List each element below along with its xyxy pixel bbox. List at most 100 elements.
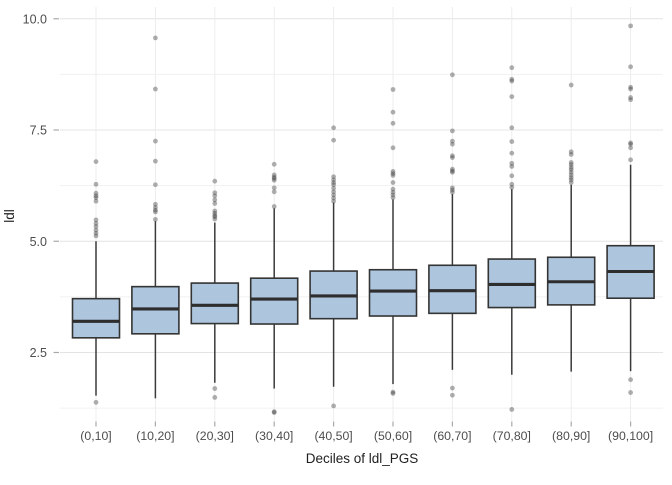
- outlier-point: [331, 182, 336, 188]
- y-tick-label: 10.0: [23, 12, 47, 26]
- outlier-point: [450, 385, 455, 391]
- outlier-point: [271, 174, 277, 180]
- outlier-point: [153, 158, 158, 164]
- outlier-point: [509, 181, 515, 187]
- outlier-point: [509, 65, 515, 71]
- outlier-point: [153, 209, 158, 215]
- outlier-point: [450, 128, 455, 134]
- outlier-point: [93, 399, 99, 405]
- x-axis-title: Deciles of ldl_PGS: [306, 451, 419, 466]
- outlier-point: [568, 162, 574, 168]
- outlier-point: [212, 386, 218, 391]
- outlier-point: [450, 155, 455, 160]
- outlier-point: [450, 141, 455, 147]
- outlier-point: [331, 195, 336, 201]
- outlier-point: [628, 23, 633, 29]
- outlier-point: [628, 64, 633, 70]
- outlier-point: [509, 78, 515, 84]
- outlier-point: [271, 177, 277, 183]
- outlier-point: [509, 94, 515, 100]
- outlier-point: [390, 389, 396, 395]
- outlier-point: [509, 185, 515, 190]
- outlier-point: [93, 190, 99, 196]
- outlier-point: [212, 395, 218, 400]
- outlier-point: [390, 171, 396, 177]
- x-tick-label: (50,60]: [374, 429, 412, 443]
- outlier-point: [93, 230, 99, 236]
- outlier-point: [568, 177, 574, 183]
- outlier-point: [568, 160, 574, 165]
- outlier-point: [450, 392, 455, 398]
- outlier-point: [271, 410, 277, 415]
- outlier-point: [212, 178, 218, 184]
- outlier-point: [568, 164, 574, 170]
- x-tick-label: (0,10]: [80, 429, 111, 443]
- outlier-point: [271, 409, 277, 415]
- outlier-point: [93, 224, 99, 229]
- outlier-point: [331, 189, 336, 195]
- outlier-point: [628, 95, 633, 100]
- outlier-point: [390, 189, 396, 195]
- outlier-point: [628, 145, 633, 151]
- outlier-point: [568, 172, 574, 178]
- outlier-point: [212, 208, 218, 214]
- x-tick-label: (80,90]: [552, 429, 590, 443]
- x-tick-label: (60,70]: [433, 429, 471, 443]
- outlier-point: [93, 159, 99, 164]
- outlier-point: [509, 125, 515, 131]
- outlier-point: [212, 216, 218, 222]
- outlier-point: [271, 161, 277, 167]
- outlier-point: [390, 180, 396, 185]
- outlier-point: [509, 150, 515, 156]
- x-tick-label: (70,80]: [493, 429, 531, 443]
- outlier-point: [331, 125, 336, 131]
- outlier-point: [450, 185, 455, 191]
- outlier-point: [271, 176, 277, 181]
- outlier-point: [153, 182, 158, 188]
- outlier-point: [390, 168, 396, 174]
- outlier-point: [509, 173, 515, 179]
- outlier-point: [271, 172, 277, 178]
- outlier-point: [93, 221, 99, 226]
- outlier-point: [568, 82, 574, 88]
- box: [368, 268, 418, 317]
- outlier-point: [153, 205, 158, 210]
- outlier-point: [390, 120, 396, 126]
- outlier-point: [450, 138, 455, 144]
- outlier-point: [628, 157, 633, 163]
- outlier-point: [628, 97, 633, 103]
- outlier-point: [212, 210, 218, 216]
- outlier-point: [509, 160, 515, 166]
- outlier-point: [568, 152, 574, 157]
- x-tick-label: (20,30]: [196, 429, 234, 443]
- outlier-point: [450, 166, 455, 172]
- outlier-point: [628, 377, 633, 383]
- outlier-point: [271, 185, 277, 191]
- outlier-point: [390, 195, 396, 201]
- outlier-point: [568, 149, 574, 155]
- outlier-point: [509, 164, 515, 169]
- outlier-point: [390, 172, 396, 178]
- outlier-point: [153, 138, 158, 144]
- box: [71, 297, 121, 339]
- outlier-point: [271, 204, 277, 209]
- outlier-point: [450, 168, 455, 174]
- x-tick-label: (10,20]: [136, 429, 174, 443]
- outlier-point: [568, 180, 574, 185]
- outlier-point: [628, 141, 633, 147]
- outlier-point: [331, 403, 336, 409]
- outlier-point: [93, 195, 99, 201]
- outlier-point: [331, 198, 336, 204]
- box: [249, 277, 299, 325]
- outlier-point: [271, 189, 277, 195]
- outlier-point: [568, 175, 574, 181]
- outlier-point: [331, 137, 336, 143]
- outlier-point: [390, 192, 396, 198]
- outlier-point: [212, 193, 218, 199]
- outlier-point: [93, 217, 99, 223]
- outlier-point: [450, 153, 455, 159]
- outlier-point: [93, 181, 99, 187]
- y-tick-label: 2.5: [30, 346, 47, 360]
